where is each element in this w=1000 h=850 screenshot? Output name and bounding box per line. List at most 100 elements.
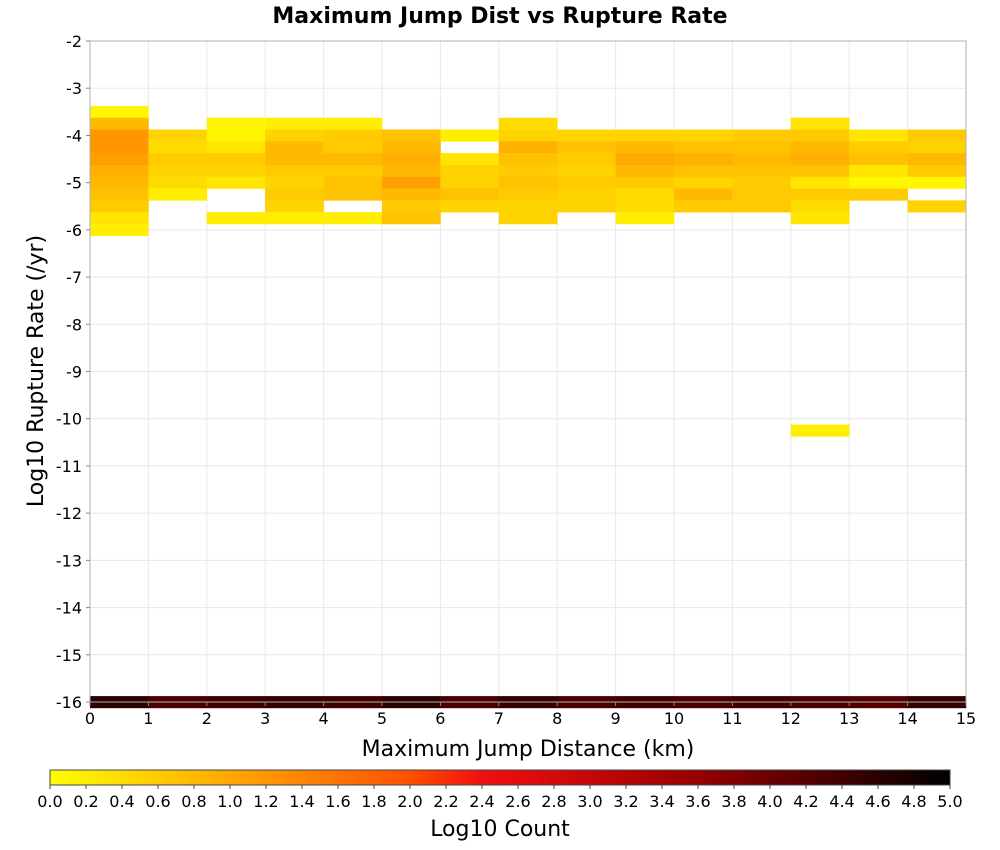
heatmap-cell: [440, 176, 500, 189]
colorbar: [49, 769, 951, 786]
heatmap-cell: [615, 141, 675, 154]
heatmap-cell: [615, 188, 675, 201]
heatmap-cell: [265, 212, 324, 225]
colorbar-tick-label: 1.6: [325, 792, 350, 811]
heatmap-cell: [323, 153, 383, 166]
heatmap-cell: [90, 153, 149, 166]
heatmap-cell: [674, 141, 733, 154]
heatmap-cell: [323, 164, 383, 178]
heatmap-cell: [440, 129, 500, 142]
heatmap-cell: [732, 164, 792, 178]
heatmap-cell: [90, 200, 149, 213]
x-tick-label: 6: [435, 709, 445, 728]
x-tick-label: 15: [956, 709, 976, 728]
heatmap-cell: [90, 141, 149, 154]
x-tick-label: 2: [202, 709, 212, 728]
heatmap-cell: [90, 164, 149, 178]
colorbar-tick-label: 4.4: [829, 792, 854, 811]
heatmap-cell: [382, 141, 441, 154]
y-tick-label: -8: [66, 315, 82, 334]
heatmap-cell: [674, 176, 733, 189]
x-tick-label: 9: [611, 709, 621, 728]
heatmap-cell: [206, 141, 266, 154]
y-tick-label: -3: [66, 79, 82, 98]
x-tick-label: 14: [897, 709, 917, 728]
heatmap-cell: [206, 117, 266, 130]
heatmap-cell: [674, 129, 733, 142]
heatmap-cell: [90, 105, 149, 119]
heatmap-cell: [382, 200, 441, 213]
heatmap-cell: [907, 129, 967, 142]
heatmap-cell: [382, 164, 441, 178]
colorbar-tick-label: 4.0: [757, 792, 782, 811]
heatmap-cell: [615, 200, 675, 213]
x-tick-label: 0: [85, 709, 95, 728]
colorbar-tick-label: 4.2: [793, 792, 818, 811]
colorbar-tick-label: 1.0: [217, 792, 242, 811]
y-tick-label: -12: [56, 504, 82, 523]
heatmap-cell: [323, 117, 383, 130]
y-tick-label: -5: [66, 174, 82, 193]
heatmap-cell: [206, 129, 266, 142]
heatmap-cell: [323, 176, 383, 189]
y-tick-label: -11: [56, 457, 82, 476]
x-tick-label: 13: [839, 709, 859, 728]
x-tick-label: 4: [319, 709, 329, 728]
heatmap-cell: [90, 188, 149, 201]
heatmap-cell: [440, 188, 500, 201]
heatmap-cell: [557, 164, 616, 178]
heatmap-cell: [790, 424, 850, 437]
heatmap-cell: [732, 176, 792, 189]
heatmap-cell: [557, 129, 616, 142]
colorbar-tick-label: 1.8: [361, 792, 386, 811]
heatmap-cell: [498, 117, 558, 130]
heatmap-cell: [849, 129, 908, 142]
heatmap-cell: [790, 176, 850, 189]
heatmap-cell: [790, 117, 850, 130]
heatmap-cell: [90, 176, 149, 189]
y-axis-ticks: -2 -3 -4 -5 -6 -7 -8 -9 -10 -11 -12 -13 -14 -15 -16: [56, 32, 90, 712]
heatmap-cell: [206, 153, 266, 166]
colorbar-tick-label: 2.6: [505, 792, 530, 811]
colorbar-tick-label: 1.4: [289, 792, 314, 811]
heatmap-cell: [265, 200, 324, 213]
heatmap-cell: [440, 153, 500, 166]
heatmap-cell: [323, 212, 383, 225]
heatmap-cell: [674, 188, 733, 201]
heatmap-cell: [732, 188, 792, 201]
x-tick-label: 1: [143, 709, 153, 728]
heatmap-cell: [849, 153, 908, 166]
heatmap-cell: [907, 141, 967, 154]
heatmap-cell: [674, 153, 733, 166]
colorbar-tick-label: 2.4: [469, 792, 494, 811]
colorbar-tick-label: 0.2: [73, 792, 98, 811]
colorbar-tick-label: 3.8: [721, 792, 746, 811]
heatmap-cell: [790, 188, 850, 201]
heatmap-cell: [148, 129, 208, 142]
heatmap-cell: [557, 153, 616, 166]
y-tick-label: -13: [56, 551, 82, 570]
heatmap-cell: [148, 176, 208, 189]
heatmap-cell: [732, 141, 792, 154]
heatmap-cell: [90, 212, 149, 225]
y-tick-label: -16: [56, 693, 82, 712]
heatmap-cell: [265, 164, 324, 178]
x-axis-ticks: 0 1 2 3 4 5 6 7 8 9 10 11 12 13 14 15: [85, 702, 976, 728]
heatmap-cell: [907, 153, 967, 166]
heatmap-cell: [90, 117, 149, 130]
chart-title: Maximum Jump Dist vs Rupture Rate: [272, 4, 727, 29]
x-tick-label: 10: [664, 709, 684, 728]
heatmap-cell: [790, 153, 850, 166]
heatmap-cell: [615, 129, 675, 142]
heatmap-cell: [382, 188, 441, 201]
heatmap-cell: [265, 117, 324, 130]
heatmap-cell: [674, 200, 733, 213]
heatmap-cell: [849, 176, 908, 189]
colorbar-tick-label: 0.8: [181, 792, 206, 811]
y-tick-label: -10: [56, 410, 82, 429]
y-tick-label: -4: [66, 126, 82, 145]
colorbar-tick-label: 5.0: [937, 792, 962, 811]
heatmap-cell: [557, 141, 616, 154]
heatmap-cell: [382, 129, 441, 142]
